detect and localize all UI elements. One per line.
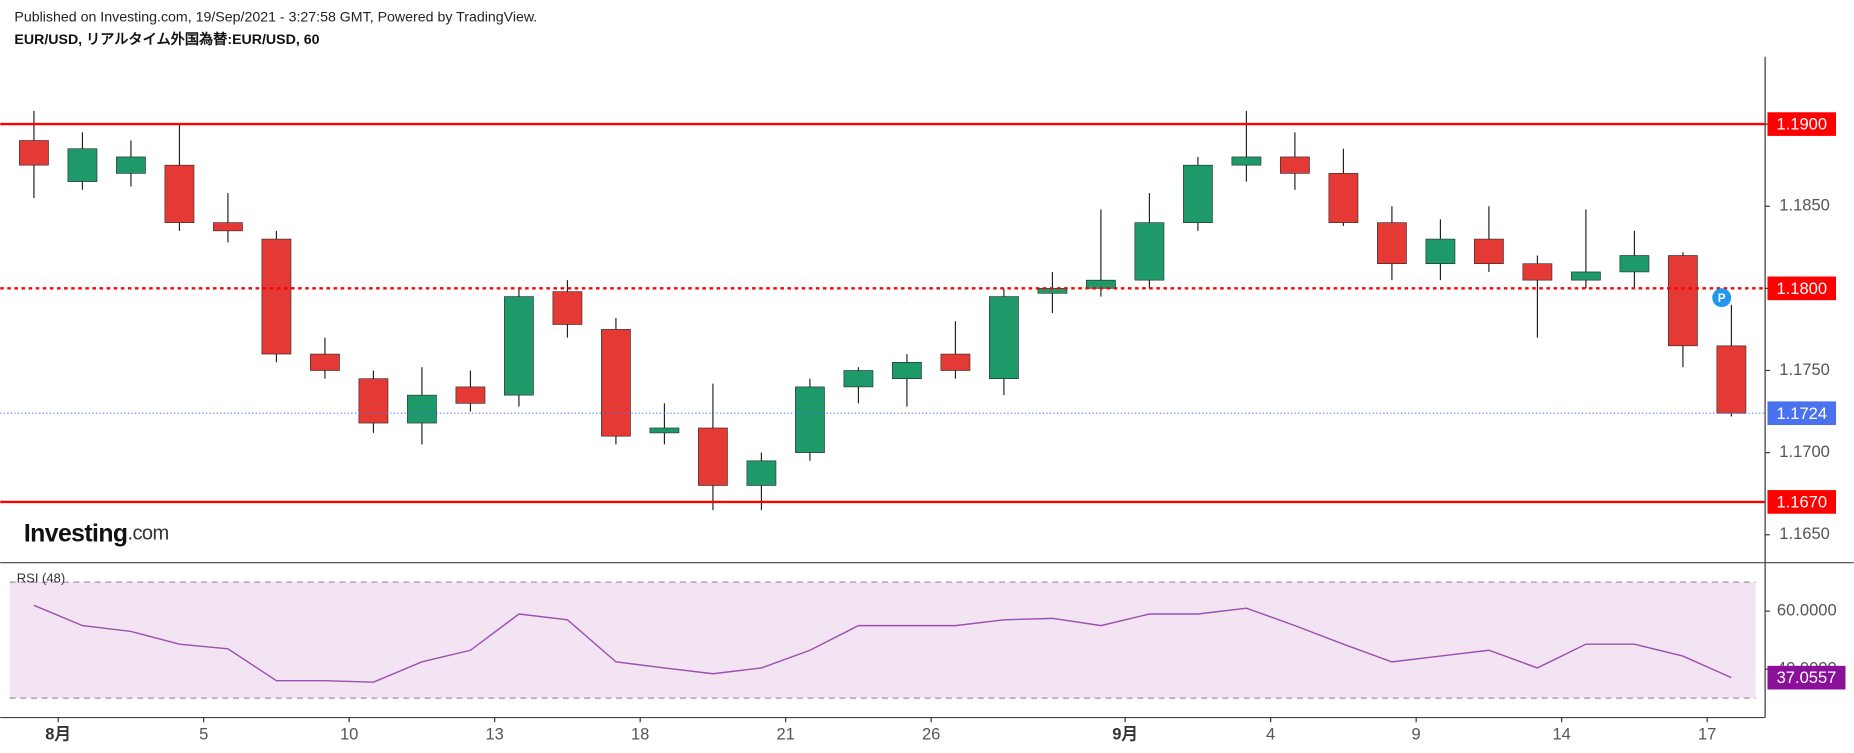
candle-body <box>1231 156 1262 166</box>
current-price-label: 1.1724 <box>1776 404 1827 423</box>
candle-body <box>746 460 777 486</box>
brand-suffix: .com <box>127 523 168 545</box>
candle-body <box>698 427 728 486</box>
x-tick-label: 10 <box>340 725 358 744</box>
candle-body <box>892 361 922 379</box>
x-tick-label: 14 <box>1552 725 1570 744</box>
candle-body <box>67 148 98 182</box>
candle-body <box>116 156 146 174</box>
x-tick-label: 21 <box>776 725 794 744</box>
x-tick-label: 5 <box>199 725 208 744</box>
y-tick-label: 1.1750 <box>1779 360 1830 379</box>
x-tick-label: 8月 <box>45 725 71 744</box>
candle-body <box>1668 255 1698 347</box>
candle-body <box>1474 238 1504 265</box>
current-price-bg <box>1767 401 1837 426</box>
level-label-bg <box>1767 490 1837 514</box>
candle-body <box>1280 156 1310 174</box>
candle-body <box>455 386 486 404</box>
candle-body <box>1522 263 1553 281</box>
x-tick-label: 26 <box>922 725 940 744</box>
candle-body <box>795 386 825 453</box>
candle-body <box>940 353 971 371</box>
candle-body <box>1328 173 1359 223</box>
rsi-name: RSI (48) <box>17 571 65 586</box>
candle-body <box>504 296 534 396</box>
rsi-last-label: 37.0557 <box>1777 668 1837 687</box>
level-label: 1.1670 <box>1776 492 1827 511</box>
marker-label: P <box>1718 291 1726 305</box>
candle-body <box>1183 164 1213 223</box>
level-label-bg <box>1767 112 1837 136</box>
candle-body <box>1086 279 1116 289</box>
level-label: 1.1800 <box>1776 279 1827 298</box>
rsi-tick-label: 60.0000 <box>1777 600 1837 619</box>
candle-body <box>1425 238 1456 265</box>
x-tick-label: 9月 <box>1112 725 1138 744</box>
y-tick-label: 1.1850 <box>1779 196 1830 215</box>
candle-body <box>310 353 340 371</box>
rsi-last-bg <box>1767 665 1846 690</box>
x-tick-label: 17 <box>1698 725 1716 744</box>
chart-subtitle: EUR/USD, リアルタイム外国為替:EUR/USD, 60 <box>14 31 319 48</box>
y-tick-label: 1.1700 <box>1779 442 1830 461</box>
candle-body <box>407 394 437 424</box>
x-tick-label: 18 <box>631 725 649 744</box>
candle-body <box>843 370 874 388</box>
rsi-line <box>33 604 1732 683</box>
x-tick-label: 4 <box>1266 725 1275 744</box>
chart-title: Published on Investing.com, 19/Sep/2021 … <box>14 9 537 25</box>
y-tick-label: 1.1650 <box>1779 524 1830 543</box>
candle-body <box>1377 222 1407 265</box>
level-label: 1.1900 <box>1776 115 1827 134</box>
level-label-bg <box>1767 276 1837 301</box>
candle-body <box>164 164 195 223</box>
x-tick-label: 13 <box>485 725 503 744</box>
rsi-band <box>9 582 1756 699</box>
candle-body <box>601 329 631 437</box>
brand-name: Investing <box>24 520 128 547</box>
candle-body <box>1619 255 1650 273</box>
candle-body <box>358 378 389 424</box>
candle-body <box>19 140 49 166</box>
candle-body <box>552 291 583 325</box>
candle-body <box>1716 345 1747 414</box>
candle-body <box>213 222 243 232</box>
candle-body <box>989 296 1019 379</box>
candle-body <box>649 427 680 434</box>
brand: Investing.com <box>24 520 169 547</box>
candle-body <box>1571 271 1601 281</box>
candle-body <box>261 238 292 355</box>
candle-body <box>1134 222 1165 281</box>
x-tick-label: 9 <box>1412 725 1421 744</box>
marker-dot <box>1712 288 1732 308</box>
